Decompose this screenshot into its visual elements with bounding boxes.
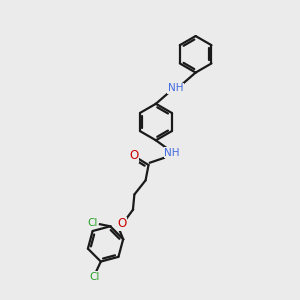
Text: O: O bbox=[130, 149, 139, 162]
Text: Cl: Cl bbox=[87, 218, 98, 228]
Text: O: O bbox=[117, 218, 126, 230]
Text: NH: NH bbox=[168, 83, 184, 93]
Text: NH: NH bbox=[164, 148, 180, 158]
Text: Cl: Cl bbox=[90, 272, 100, 282]
